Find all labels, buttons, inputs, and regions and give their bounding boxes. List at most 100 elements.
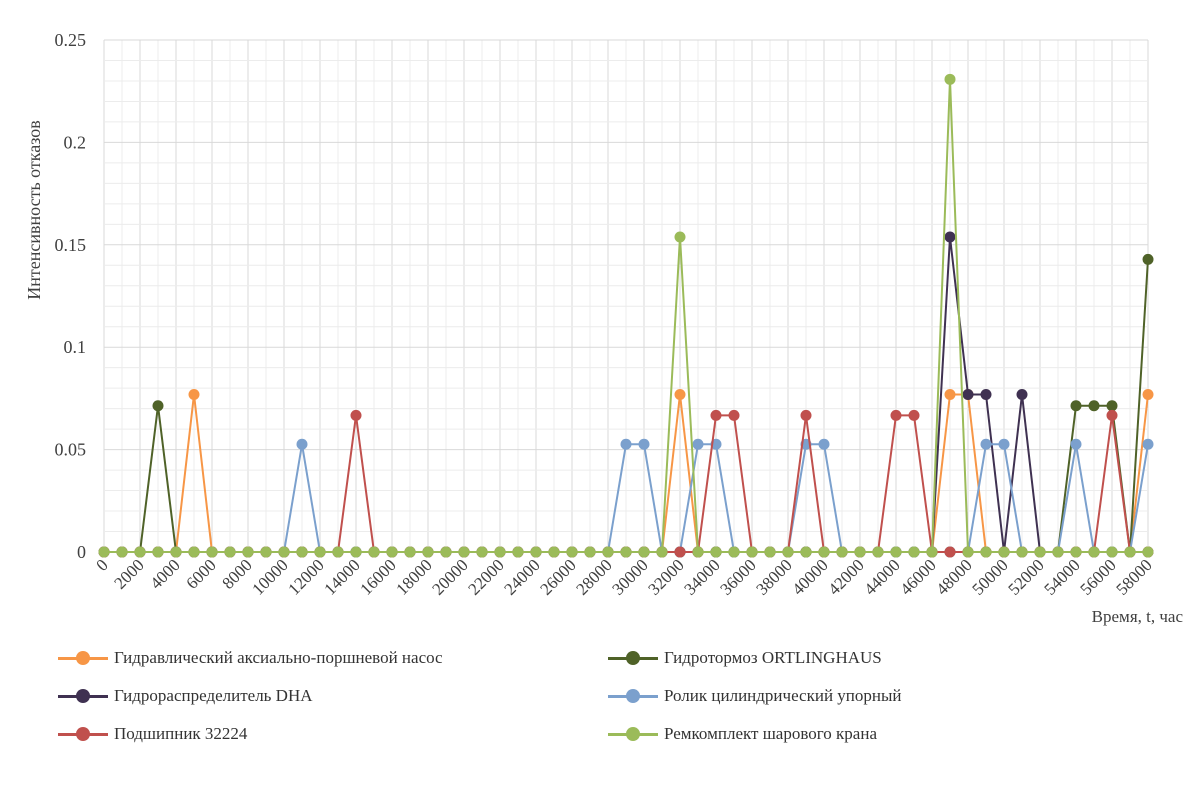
data-point [728, 409, 740, 421]
data-point [1106, 546, 1118, 558]
data-point [152, 400, 164, 412]
data-point [350, 546, 362, 558]
x-tick-label: 30000 [608, 555, 651, 598]
data-point [674, 389, 686, 401]
data-point [1142, 389, 1154, 401]
data-point [746, 546, 758, 558]
data-point [188, 546, 200, 558]
grid-lines [103, 39, 1149, 553]
data-point [440, 546, 452, 558]
data-point [296, 546, 308, 558]
x-tick-label: 56000 [1076, 555, 1119, 598]
data-point [800, 409, 812, 421]
x-tick-label: 14000 [320, 555, 363, 598]
y-tick-label: 0 [77, 542, 86, 562]
legend-marker [58, 727, 108, 741]
data-point [1142, 253, 1154, 265]
legend-label: Гидротормоз ORTLINGHAUS [664, 648, 882, 667]
data-point [242, 546, 254, 558]
data-point [908, 546, 920, 558]
data-point [1106, 400, 1118, 412]
x-tick-label: 50000 [968, 555, 1011, 598]
legend-dot [626, 689, 640, 703]
x-tick-label: 10000 [248, 555, 291, 598]
data-point [944, 389, 956, 401]
legend-dot [626, 651, 640, 665]
x-tick-label: 28000 [572, 555, 615, 598]
legend-item: Ролик цилиндрический упорный [608, 686, 902, 706]
data-point [692, 438, 704, 450]
data-point [224, 546, 236, 558]
data-point [656, 546, 668, 558]
legend-dot [76, 651, 90, 665]
legend-label: Гидравлический аксиально-поршневой насос [114, 648, 443, 667]
x-tick-label: 16000 [356, 555, 399, 598]
data-point [548, 546, 560, 558]
x-tick-label: 4000 [146, 555, 183, 592]
data-point [116, 546, 128, 558]
data-point [800, 546, 812, 558]
data-point [728, 546, 740, 558]
data-point [638, 438, 650, 450]
y-axis-ticks: 0 0.05 0.1 0.15 0.2 0.25 [55, 30, 87, 562]
data-point [674, 546, 686, 558]
data-point [854, 546, 866, 558]
data-point [998, 546, 1010, 558]
data-point [620, 438, 632, 450]
legend-item: Ремкомплект шарового крана [608, 724, 877, 744]
data-point [638, 546, 650, 558]
data-point [980, 546, 992, 558]
series-group [98, 73, 1154, 558]
y-tick-label: 0.1 [64, 337, 87, 357]
data-point [908, 409, 920, 421]
data-point [620, 546, 632, 558]
data-point [458, 546, 470, 558]
data-point [1016, 546, 1028, 558]
data-point [260, 546, 272, 558]
data-point [944, 73, 956, 85]
y-tick-label: 0.15 [55, 235, 87, 255]
x-tick-label: 38000 [752, 555, 795, 598]
y-tick-label: 0.25 [55, 30, 87, 50]
data-point [1142, 438, 1154, 450]
data-point [782, 546, 794, 558]
x-tick-label: 40000 [788, 555, 831, 598]
data-point [386, 546, 398, 558]
data-point [512, 546, 524, 558]
legend-item: Гидротормоз ORTLINGHAUS [608, 648, 882, 668]
legend-dot [626, 727, 640, 741]
data-point [980, 438, 992, 450]
data-point [1106, 409, 1118, 421]
x-axis-ticks: 0200040006000800010000120001400016000180… [92, 555, 1155, 598]
data-point [530, 546, 542, 558]
x-tick-label: 42000 [824, 555, 867, 598]
x-tick-label: 52000 [1004, 555, 1047, 598]
x-tick-label: 44000 [860, 555, 903, 598]
y-tick-label: 0.05 [55, 440, 87, 460]
x-tick-label: 24000 [500, 555, 543, 598]
data-point [566, 546, 578, 558]
data-point [926, 546, 938, 558]
data-point [872, 546, 884, 558]
data-point [278, 546, 290, 558]
data-point [1124, 546, 1136, 558]
data-point [1070, 400, 1082, 412]
data-point [674, 231, 686, 243]
data-point [1070, 438, 1082, 450]
data-point [314, 546, 326, 558]
data-point [818, 546, 830, 558]
x-tick-label: 12000 [284, 555, 327, 598]
data-point [998, 438, 1010, 450]
data-point [764, 546, 776, 558]
data-point [98, 546, 110, 558]
x-tick-label: 2000 [110, 555, 147, 592]
data-point [494, 546, 506, 558]
data-point [1088, 400, 1100, 412]
legend-label: Подшипник 32224 [114, 724, 248, 743]
data-point [1034, 546, 1046, 558]
x-tick-label: 36000 [716, 555, 759, 598]
series-6 [98, 73, 1154, 558]
data-point [962, 546, 974, 558]
legend-item: Гидрораспределитель DHA [58, 686, 313, 706]
